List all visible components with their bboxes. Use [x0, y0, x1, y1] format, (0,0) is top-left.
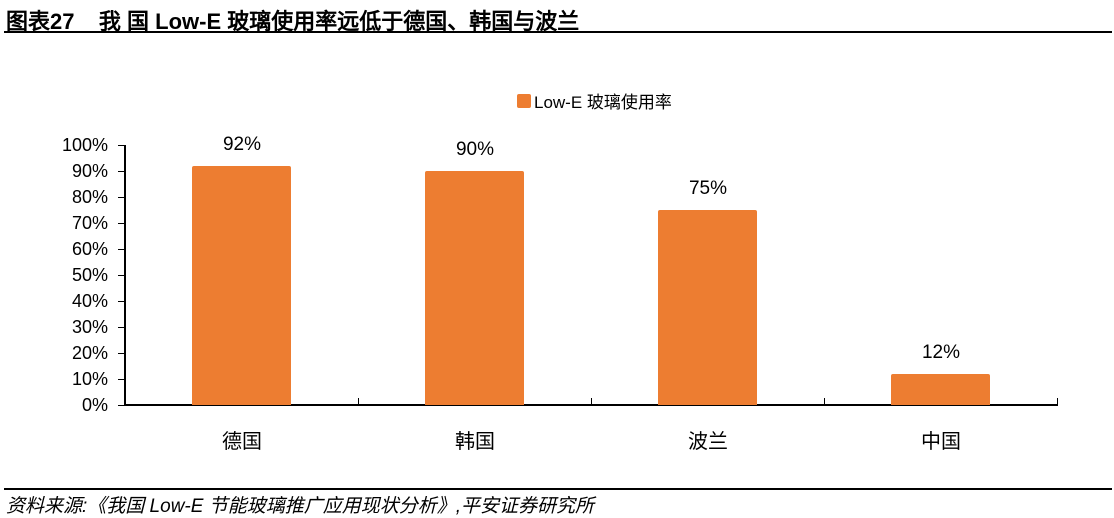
y-tick	[118, 223, 125, 224]
category-label: 德国	[222, 431, 262, 453]
figure-title: 图表27 我 国 Low-E 玻璃使用率远低于德国、韩国与波兰	[6, 9, 580, 34]
y-tick	[118, 353, 125, 354]
category-label: 波兰	[688, 431, 728, 453]
title-divider	[4, 31, 1112, 33]
y-axis	[124, 145, 126, 406]
y-tick	[118, 301, 125, 302]
y-tick	[118, 327, 125, 328]
source-note: 资料来源:《我国 Low-E 节能玻璃推广应用现状分析》,平安证券研究所	[6, 496, 594, 517]
bar-2	[658, 210, 757, 405]
bar-value-label: 92%	[222, 134, 262, 155]
x-axis	[124, 404, 1058, 406]
y-tick	[118, 379, 125, 380]
category-label: 韩国	[455, 431, 495, 453]
y-tick-label: 60%	[71, 239, 108, 259]
x-tick	[824, 398, 825, 405]
y-tick-label: 20%	[71, 343, 108, 363]
y-tick	[118, 249, 125, 250]
bar-3	[891, 374, 990, 405]
x-tick	[1057, 398, 1058, 405]
y-tick-label: 100%	[61, 135, 108, 155]
source-divider	[4, 488, 1112, 490]
y-tick	[118, 275, 125, 276]
y-tick-label: 90%	[71, 161, 108, 181]
y-tick-label: 10%	[71, 369, 108, 389]
bar-value-label: 75%	[688, 178, 728, 199]
y-tick-label: 70%	[71, 213, 108, 233]
bar-0	[192, 166, 291, 405]
y-tick-label: 30%	[71, 317, 108, 337]
y-tick-label: 40%	[71, 291, 108, 311]
category-label: 中国	[921, 431, 961, 453]
y-tick	[118, 145, 125, 146]
y-tick	[118, 197, 125, 198]
legend-swatch	[517, 93, 531, 108]
y-tick	[118, 171, 125, 172]
y-tick-label: 50%	[71, 265, 108, 285]
x-tick	[591, 398, 592, 405]
y-tick-label: 0%	[81, 395, 108, 415]
bar-value-label: 12%	[921, 342, 961, 363]
y-tick	[118, 405, 125, 406]
x-tick	[358, 398, 359, 405]
legend-label: Low-E 玻璃使用率	[534, 93, 672, 112]
bar-1	[425, 171, 524, 405]
y-tick-label: 80%	[71, 187, 108, 207]
legend: Low-E 玻璃使用率	[517, 88, 672, 113]
bar-value-label: 90%	[455, 139, 495, 160]
